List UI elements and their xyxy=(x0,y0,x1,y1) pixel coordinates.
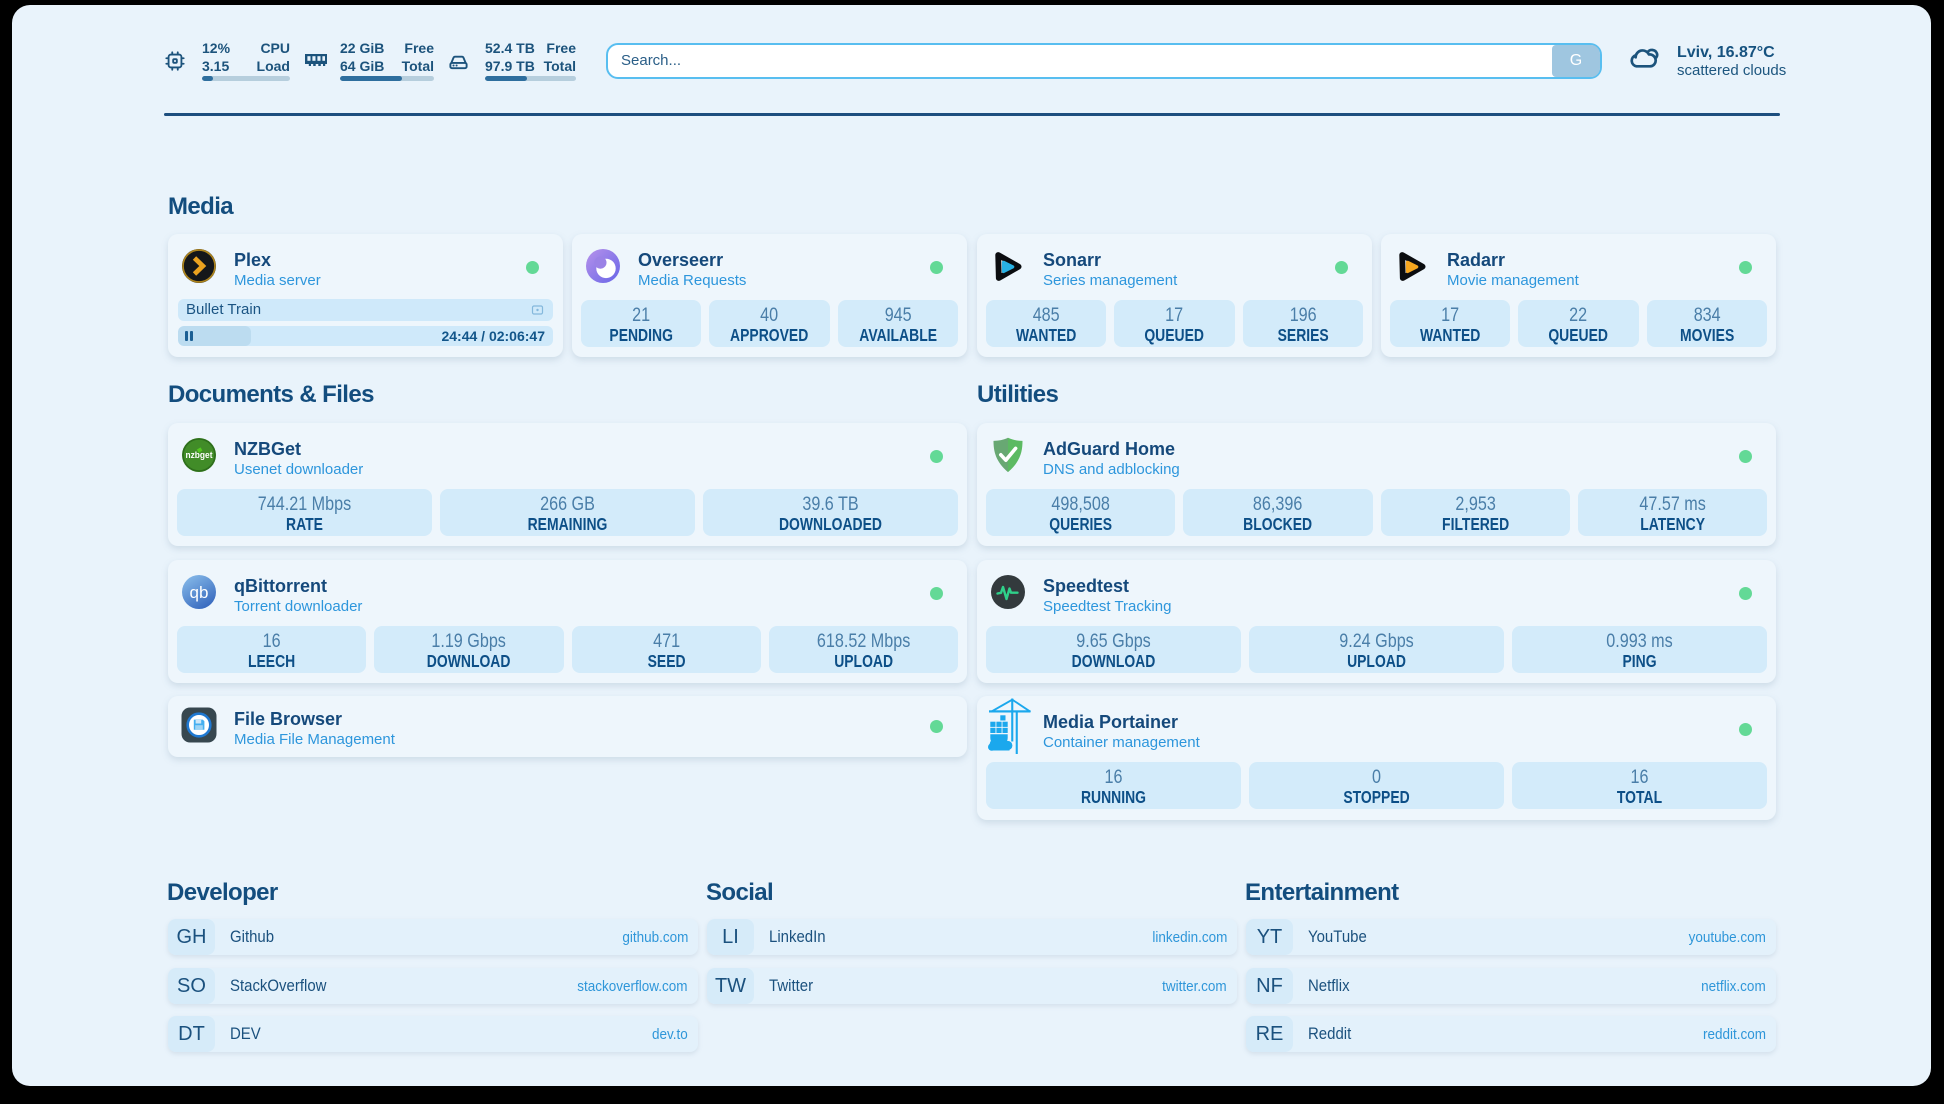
svg-text:nzbget: nzbget xyxy=(186,450,213,460)
svg-text:qb: qb xyxy=(190,583,209,602)
